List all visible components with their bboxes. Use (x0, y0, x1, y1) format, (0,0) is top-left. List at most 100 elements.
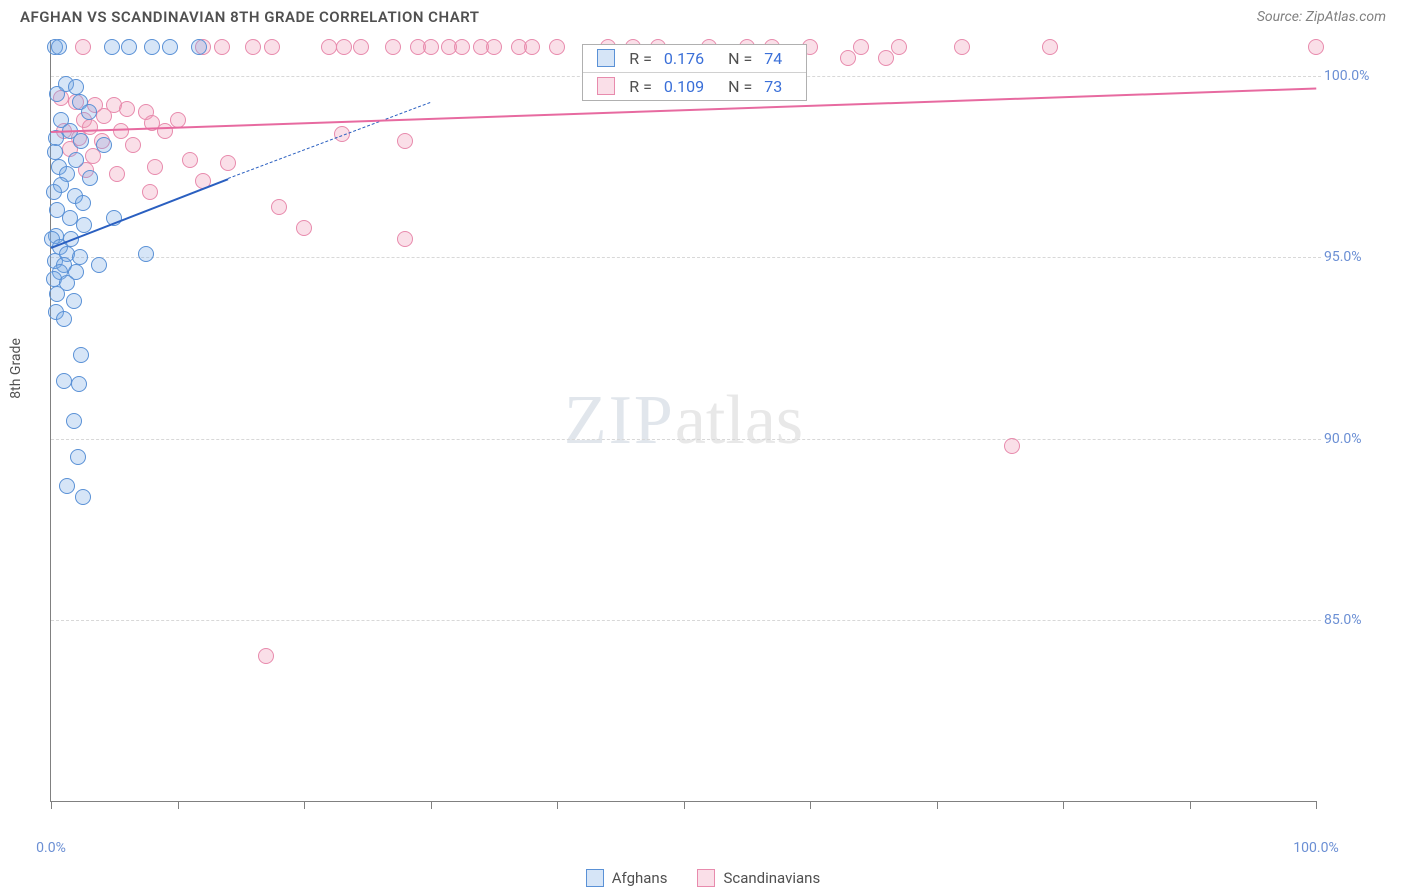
data-point-scandinavian (96, 108, 112, 124)
data-point-afghan (47, 144, 63, 160)
x-tick (304, 801, 305, 809)
data-point-afghan (68, 152, 84, 168)
data-point-afghan (81, 104, 97, 120)
data-point-scandinavian (245, 39, 261, 55)
data-point-scandinavian (75, 39, 91, 55)
data-point-scandinavian (840, 50, 856, 66)
y-tick-label: 95.0% (1324, 249, 1384, 265)
watermark: ZIPatlas (564, 381, 803, 461)
data-point-afghan (49, 286, 65, 302)
legend-item-scandinavians: Scandinavians (697, 869, 820, 887)
stats-row: R = 0.176 N = 74 (583, 45, 806, 72)
data-point-afghan (121, 39, 137, 55)
x-tick (1316, 801, 1317, 809)
data-point-scandinavian (891, 39, 907, 55)
data-point-scandinavian (271, 199, 287, 215)
data-point-afghan (66, 413, 82, 429)
data-point-scandinavian (119, 101, 135, 117)
data-point-afghan (162, 39, 178, 55)
data-point-scandinavian (454, 39, 470, 55)
watermark-zip: ZIP (564, 382, 675, 459)
y-tick-label: 100.0% (1324, 68, 1384, 84)
data-point-scandinavian (423, 39, 439, 55)
legend-label-afghans: Afghans (612, 869, 668, 887)
legend-label-scandinavians: Scandinavians (723, 869, 820, 887)
bottom-legend: Afghans Scandinavians (0, 869, 1406, 887)
data-point-scandinavian (878, 50, 894, 66)
data-point-scandinavian (524, 39, 540, 55)
data-point-afghan (73, 347, 89, 363)
stats-box: R = 0.176 N = 74 R = 0.109 N = 73 (582, 44, 807, 101)
stats-swatch (597, 49, 615, 67)
stat-n-value: 74 (764, 49, 782, 68)
data-point-scandinavian (157, 123, 173, 139)
data-point-scandinavian (264, 39, 280, 55)
x-tick (431, 801, 432, 809)
data-point-afghan (46, 184, 62, 200)
data-point-afghan (138, 246, 154, 262)
data-point-scandinavian (954, 39, 970, 55)
stats-swatch (597, 77, 615, 95)
data-point-scandinavian (385, 39, 401, 55)
data-point-scandinavian (1042, 39, 1058, 55)
scatter-plot-area: 8th Grade ZIPatlas 85.0%90.0%95.0%100.0%… (50, 40, 1316, 802)
x-tick (178, 801, 179, 809)
legend-item-afghans: Afghans (586, 869, 668, 887)
stat-n-label: N = (728, 77, 752, 96)
data-point-afghan (66, 293, 82, 309)
data-point-afghan (71, 376, 87, 392)
x-tick-label: 0.0% (36, 840, 66, 856)
data-point-scandinavian (296, 220, 312, 236)
y-axis-label: 8th Grade (8, 338, 24, 399)
data-point-afghan (91, 257, 107, 273)
data-point-scandinavian (549, 39, 565, 55)
data-point-afghan (104, 39, 120, 55)
data-point-scandinavian (353, 39, 369, 55)
data-point-scandinavian (182, 152, 198, 168)
data-point-afghan (191, 39, 207, 55)
x-tick (51, 801, 52, 809)
stats-row: R = 0.109 N = 73 (583, 72, 806, 100)
chart-title: AFGHAN VS SCANDINAVIAN 8TH GRADE CORRELA… (20, 8, 480, 26)
data-point-scandinavian (125, 137, 141, 153)
stat-r-label: R = (629, 49, 652, 68)
swatch-afghans (586, 869, 604, 887)
x-tick (684, 801, 685, 809)
data-point-afghan (73, 133, 89, 149)
data-point-scandinavian (147, 159, 163, 175)
watermark-atlas: atlas (675, 382, 803, 459)
data-point-scandinavian (220, 155, 236, 171)
data-point-scandinavian (1308, 39, 1324, 55)
x-tick-label: 100.0% (1293, 840, 1338, 856)
data-point-afghan (70, 449, 86, 465)
data-point-scandinavian (1004, 438, 1020, 454)
data-point-scandinavian (142, 184, 158, 200)
source-attribution: Source: ZipAtlas.com (1257, 9, 1386, 25)
swatch-scandinavians (697, 869, 715, 887)
data-point-scandinavian (258, 648, 274, 664)
data-point-scandinavian (853, 39, 869, 55)
data-point-afghan (144, 39, 160, 55)
data-point-afghan (49, 86, 65, 102)
x-tick (937, 801, 938, 809)
data-point-scandinavian (336, 39, 352, 55)
stat-n-label: N = (728, 49, 752, 68)
stat-r-label: R = (629, 77, 652, 96)
stat-r-value: 0.176 (664, 49, 704, 68)
data-point-scandinavian (397, 133, 413, 149)
data-point-afghan (56, 373, 72, 389)
data-point-scandinavian (214, 39, 230, 55)
stat-r-value: 0.109 (664, 77, 704, 96)
data-point-afghan (51, 39, 67, 55)
data-point-afghan (76, 217, 92, 233)
data-point-afghan (96, 137, 112, 153)
x-tick (810, 801, 811, 809)
gridline (51, 257, 1321, 258)
data-point-afghan (82, 170, 98, 186)
data-point-scandinavian (397, 231, 413, 247)
data-point-scandinavian (109, 166, 125, 182)
x-tick (557, 801, 558, 809)
stat-n-value: 73 (764, 77, 782, 96)
data-point-afghan (59, 478, 75, 494)
data-point-scandinavian (321, 39, 337, 55)
